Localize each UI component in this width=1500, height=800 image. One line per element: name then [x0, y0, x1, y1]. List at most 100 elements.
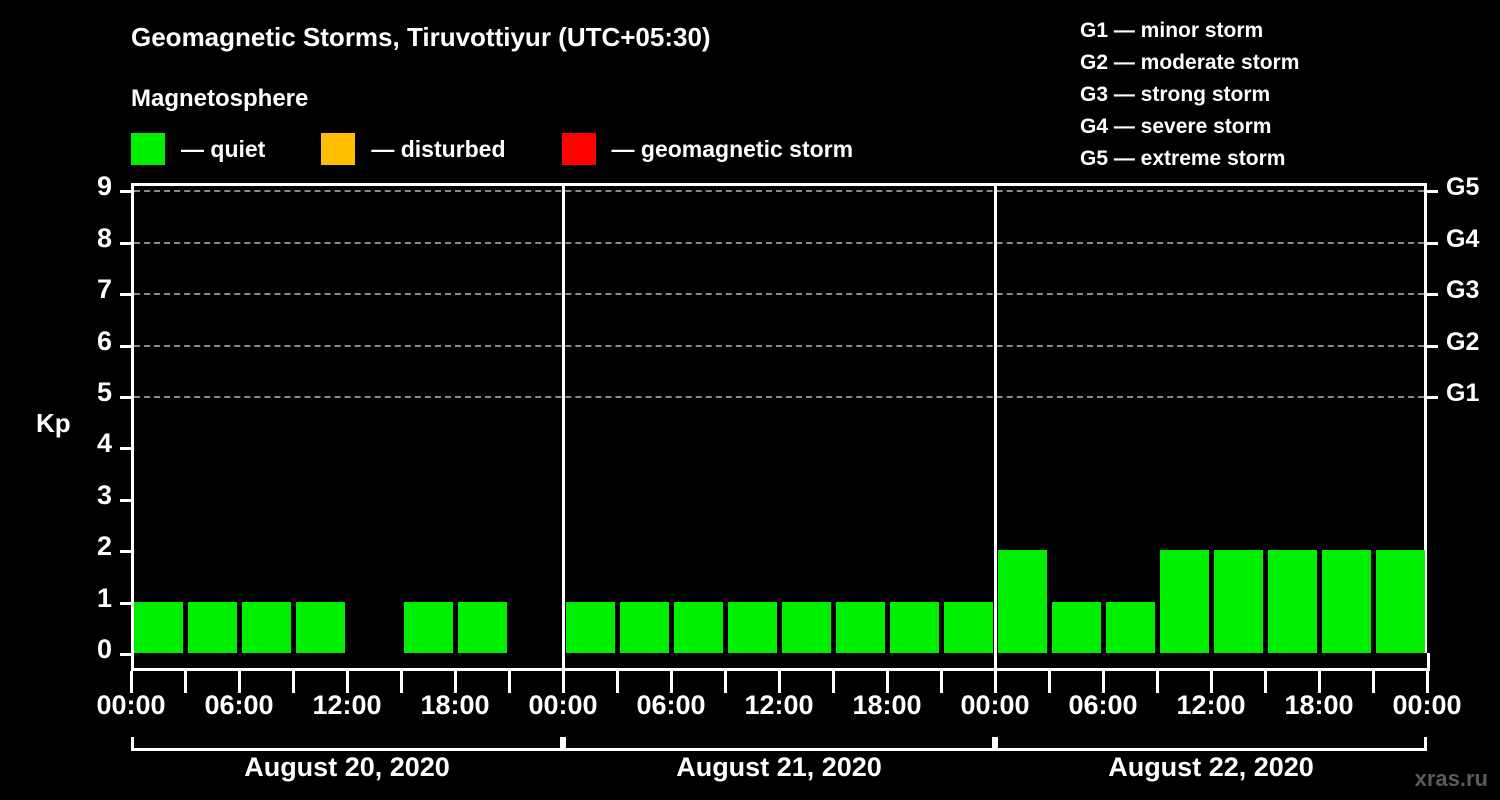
- x-tick-5: [400, 671, 403, 693]
- y-tick-3: [120, 498, 134, 502]
- bar-0: [133, 601, 183, 653]
- x-tick-label-9: 06:00: [1068, 690, 1138, 720]
- gridline-kp-9: [134, 190, 1424, 193]
- bar-23: [1375, 550, 1425, 653]
- legend-label: — geomagnetic storm: [611, 135, 854, 162]
- right-tick-G1: [1424, 396, 1438, 399]
- x-tick-23: [1372, 671, 1375, 693]
- x-tick-label-1: 06:00: [204, 690, 274, 720]
- x-tick-label-2: 12:00: [312, 690, 382, 720]
- right-tick-label-G1: G1: [1446, 379, 1480, 407]
- y-tick-0: [120, 653, 134, 656]
- disturbed-swatch: [321, 133, 356, 165]
- bar-9: [619, 601, 669, 653]
- page-title: Geomagnetic Storms, Tiruvottiyur (UTC+05…: [131, 22, 711, 52]
- x-tick-22: [1318, 671, 1321, 693]
- right-tick-G4: [1424, 241, 1438, 245]
- bar-3: [295, 601, 345, 653]
- x-tick-16: [994, 671, 997, 693]
- y-tick-label-9: 9: [96, 171, 112, 202]
- right-tick-label-G5: G5: [1446, 173, 1480, 202]
- x-tick-label-8: 00:00: [960, 690, 1030, 720]
- bar-8: [565, 601, 615, 653]
- x-tick-13: [832, 671, 835, 693]
- bar-21: [1267, 550, 1317, 653]
- bar-12: [781, 601, 831, 653]
- x-axis-line: [131, 668, 1430, 671]
- bar-10: [673, 601, 723, 653]
- date-label-0: August 20, 2020: [244, 752, 450, 782]
- right-tick-label-G2: G2: [1446, 327, 1480, 356]
- right-tick-label-G3: G3: [1446, 276, 1480, 305]
- x-tick-label-10: 12:00: [1176, 690, 1246, 720]
- y-tick-label-3: 3: [96, 479, 112, 510]
- bar-5: [403, 601, 453, 653]
- day-divider-1: [562, 183, 565, 668]
- x-tick-3: [292, 671, 295, 693]
- color-legend: — quiet — disturbed — geomagnetic storm: [131, 133, 909, 165]
- legend-item-2: — geomagnetic storm: [561, 133, 854, 165]
- g-scale-legend: G1 — minor storm G2 — moderate storm G3 — …: [1080, 15, 1299, 175]
- y-tick-2: [120, 550, 134, 554]
- bar-16: [997, 550, 1047, 653]
- y-tick-8: [120, 241, 134, 245]
- x-tick-label-0: 00:00: [96, 690, 166, 720]
- x-tick-20: [1210, 671, 1213, 693]
- x-tick-17: [1048, 671, 1051, 693]
- g-legend-row-2: G2 — moderate storm: [1080, 51, 1300, 74]
- x-tick-2: [238, 671, 241, 693]
- date-label-2: August 22, 2020: [1108, 752, 1314, 782]
- gridline-kp-7: [134, 293, 1424, 296]
- y-tick-5: [120, 396, 134, 399]
- bar-20: [1213, 550, 1263, 653]
- y-tick-1: [120, 601, 134, 605]
- x-tick-14: [886, 671, 889, 693]
- x-tick-18: [1102, 671, 1105, 693]
- date-label-1: August 21, 2020: [676, 752, 882, 782]
- x-tick-24: [1426, 671, 1429, 693]
- y-tick-label-7: 7: [96, 274, 112, 305]
- bar-1: [187, 601, 237, 653]
- y-tick-6: [120, 344, 134, 348]
- x-tick-4: [346, 671, 349, 693]
- gridline-kp-6: [134, 344, 1424, 347]
- y-tick-label-1: 1: [96, 582, 112, 613]
- gridline-kp-8: [134, 241, 1424, 244]
- x-tick-12: [778, 671, 781, 693]
- y-tick-label-8: 8: [96, 222, 112, 253]
- y-tick-label-4: 4: [96, 428, 112, 459]
- day-divider-2: [994, 183, 997, 668]
- bar-17: [1051, 601, 1101, 653]
- bar-18: [1105, 601, 1155, 653]
- x-tick-label-12: 00:00: [1392, 690, 1462, 720]
- bar-14: [889, 601, 939, 653]
- x-axis-left-cap: [131, 653, 134, 671]
- x-tick-11: [724, 671, 727, 693]
- x-tick-label-5: 06:00: [636, 690, 706, 720]
- bar-13: [835, 601, 885, 653]
- x-tick-21: [1264, 671, 1267, 693]
- date-bracket-2: [995, 737, 1427, 751]
- x-tick-label-4: 00:00: [528, 690, 598, 720]
- date-bracket-1: [563, 737, 995, 751]
- right-tick-G3: [1424, 293, 1438, 297]
- plot-area: [131, 183, 1427, 653]
- x-tick-15: [940, 671, 943, 693]
- x-tick-19: [1156, 671, 1159, 693]
- bar-6: [457, 601, 507, 653]
- x-tick-6: [454, 671, 457, 693]
- bar-19: [1159, 550, 1209, 653]
- y-tick-7: [120, 293, 134, 297]
- g-legend-row-1: G1 — minor storm: [1080, 19, 1264, 42]
- x-tick-label-11: 18:00: [1284, 690, 1354, 720]
- right-tick-G5: [1424, 190, 1438, 194]
- bar-series: [131, 183, 1430, 668]
- g-legend-row-5: G5 — extreme storm: [1080, 147, 1286, 170]
- bar-22: [1321, 550, 1371, 653]
- x-tick-1: [184, 671, 187, 693]
- x-tick-label-6: 12:00: [744, 690, 814, 720]
- bar-2: [241, 601, 291, 653]
- g-legend-row-4: G4 — severe storm: [1080, 115, 1272, 138]
- x-tick-7: [508, 671, 511, 693]
- legend-label: — disturbed: [371, 135, 506, 162]
